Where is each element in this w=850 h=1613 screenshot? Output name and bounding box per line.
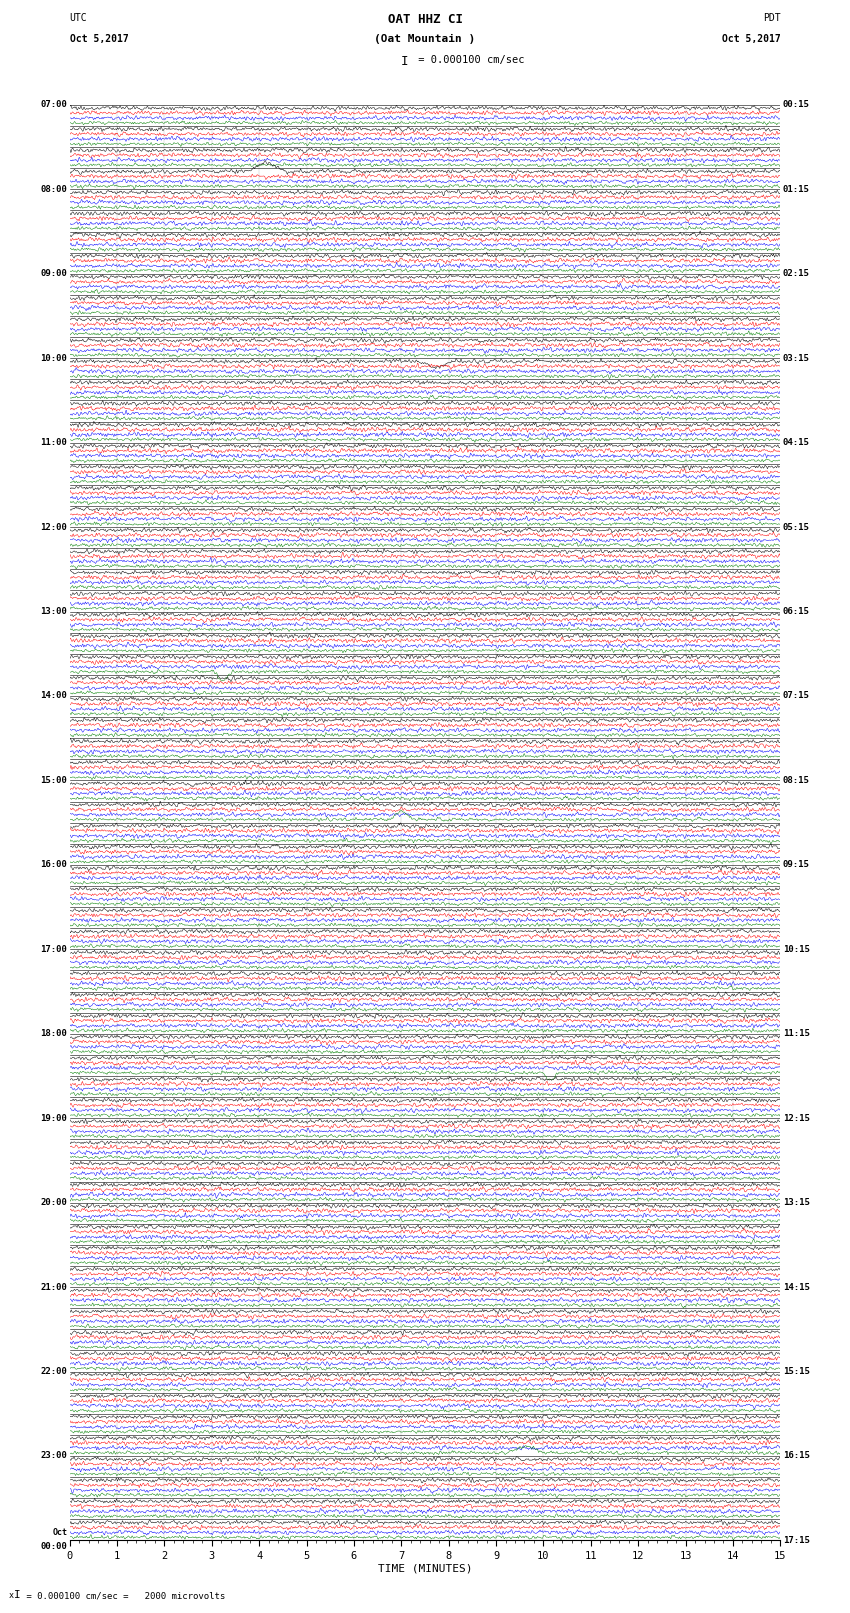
Text: = 0.000100 cm/sec: = 0.000100 cm/sec xyxy=(412,55,524,65)
Text: 17:00: 17:00 xyxy=(40,945,67,953)
Text: 11:00: 11:00 xyxy=(40,439,67,447)
Text: Oct: Oct xyxy=(52,1528,67,1537)
Text: Oct 5,2017: Oct 5,2017 xyxy=(722,34,780,44)
Text: 07:00: 07:00 xyxy=(40,100,67,110)
Text: 14:00: 14:00 xyxy=(40,692,67,700)
Text: 05:15: 05:15 xyxy=(783,523,810,532)
Text: 20:00: 20:00 xyxy=(40,1198,67,1207)
Text: 06:15: 06:15 xyxy=(783,606,810,616)
Text: 18:00: 18:00 xyxy=(40,1029,67,1039)
Text: 14:15: 14:15 xyxy=(783,1282,810,1292)
Text: 08:15: 08:15 xyxy=(783,776,810,786)
Text: 01:15: 01:15 xyxy=(783,185,810,194)
Text: 16:15: 16:15 xyxy=(783,1452,810,1460)
Text: = 0.000100 cm/sec =   2000 microvolts: = 0.000100 cm/sec = 2000 microvolts xyxy=(21,1590,225,1600)
Text: 15:00: 15:00 xyxy=(40,776,67,786)
Text: 00:15: 00:15 xyxy=(783,100,810,110)
Text: UTC: UTC xyxy=(70,13,88,23)
Text: 02:15: 02:15 xyxy=(783,269,810,277)
Text: I: I xyxy=(400,55,408,68)
Text: 13:15: 13:15 xyxy=(783,1198,810,1207)
Text: 09:00: 09:00 xyxy=(40,269,67,277)
Text: I: I xyxy=(14,1590,20,1600)
Text: 03:15: 03:15 xyxy=(783,353,810,363)
Text: PDT: PDT xyxy=(762,13,780,23)
Text: 21:00: 21:00 xyxy=(40,1282,67,1292)
Text: Oct 5,2017: Oct 5,2017 xyxy=(70,34,128,44)
Text: 04:15: 04:15 xyxy=(783,439,810,447)
Text: 09:15: 09:15 xyxy=(783,860,810,869)
Text: 16:00: 16:00 xyxy=(40,860,67,869)
Text: 12:00: 12:00 xyxy=(40,523,67,532)
Text: 22:00: 22:00 xyxy=(40,1368,67,1376)
Text: 12:15: 12:15 xyxy=(783,1113,810,1123)
Text: 07:15: 07:15 xyxy=(783,692,810,700)
Text: 08:00: 08:00 xyxy=(40,185,67,194)
Text: x: x xyxy=(8,1590,14,1600)
Text: 11:15: 11:15 xyxy=(783,1029,810,1039)
Text: 00:00: 00:00 xyxy=(40,1542,67,1552)
Text: 10:00: 10:00 xyxy=(40,353,67,363)
Text: 23:00: 23:00 xyxy=(40,1452,67,1460)
Text: OAT HHZ CI: OAT HHZ CI xyxy=(388,13,462,26)
Text: (Oat Mountain ): (Oat Mountain ) xyxy=(374,34,476,44)
Text: 17:15: 17:15 xyxy=(783,1536,810,1545)
Text: 13:00: 13:00 xyxy=(40,606,67,616)
X-axis label: TIME (MINUTES): TIME (MINUTES) xyxy=(377,1563,473,1574)
Text: 15:15: 15:15 xyxy=(783,1368,810,1376)
Text: 10:15: 10:15 xyxy=(783,945,810,953)
Text: 19:00: 19:00 xyxy=(40,1113,67,1123)
